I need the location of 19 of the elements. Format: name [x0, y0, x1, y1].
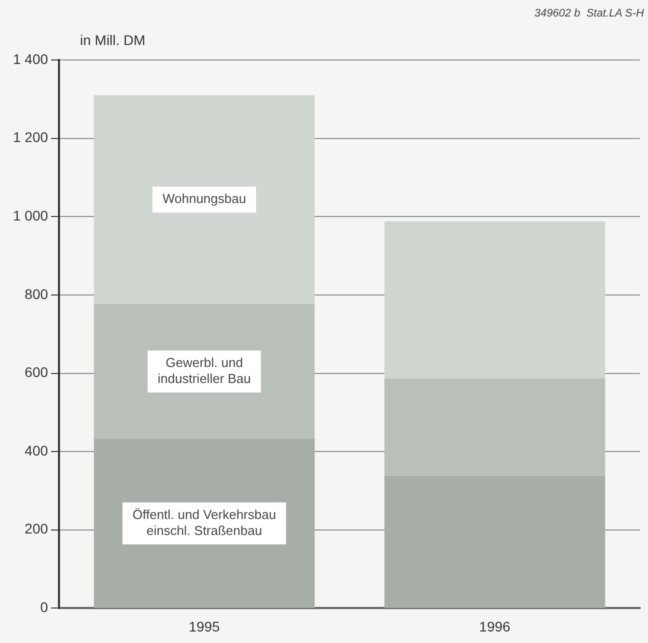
y-tick-label: 800 — [24, 286, 48, 302]
y-tick-label: 0 — [40, 599, 48, 616]
y-tick-label: 400 — [24, 442, 48, 458]
text: 349602 b Stat.LA S-H — [534, 8, 644, 20]
series-label: Öffentl. und Verkehrsbau einschl. Straßenbau — [132, 506, 276, 538]
y-tick-label: 600 — [24, 364, 48, 380]
x-tick-label: 1995 — [188, 618, 220, 634]
bar — [384, 476, 606, 608]
y-tick-label: 1 400 — [12, 50, 48, 67]
y-tick-label: 1 200 — [12, 129, 48, 146]
y-tick-label: 200 — [24, 520, 48, 537]
bar — [384, 378, 606, 476]
y-axis-title: in Mill. DM — [80, 32, 146, 48]
bar — [384, 221, 606, 378]
y-tick-label: 1 000 — [12, 207, 48, 224]
x-tick-label: 1996 — [479, 618, 511, 634]
series-label: Gewerbl. und industrieller Bau — [158, 355, 251, 386]
series-label: Wohnungsbau — [162, 191, 246, 206]
bar — [94, 95, 315, 304]
